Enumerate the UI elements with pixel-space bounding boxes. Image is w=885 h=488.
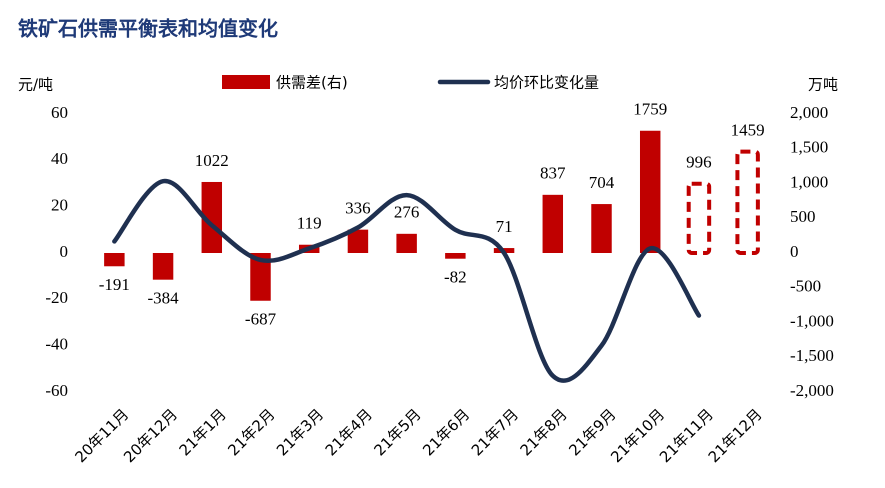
x-tick-label: 21年4月 [322,405,376,459]
bar [250,253,271,301]
data-label: 276 [394,203,420,222]
y-tick-label: 60 [51,103,68,122]
data-label: 837 [540,164,566,183]
legend-swatch [222,75,270,89]
y-tick-label: 40 [51,149,68,168]
data-label: -384 [147,289,179,308]
y-tick-label: -40 [45,335,68,354]
data-label: -82 [444,268,467,287]
x-tick-label: 21年6月 [419,405,473,459]
bar [542,194,564,253]
y-axis-label: 元/吨 [18,76,53,94]
x-tick-label: 21年5月 [370,405,424,459]
chart-title: 铁矿石供需平衡表和均值变化 [18,17,278,41]
y2-tick-label: -1,500 [790,346,834,365]
y-tick-label: 20 [51,196,68,215]
x-tick-label: 21年12月 [705,405,766,466]
x-tick-label: 21年7月 [468,405,522,459]
data-label: -687 [245,310,277,329]
bar [104,253,125,267]
bar [639,130,661,253]
y2-tick-label: -1,000 [790,311,834,330]
data-label: 1459 [731,121,765,140]
bar [735,149,760,255]
data-label: 336 [345,199,371,218]
bar [201,181,223,253]
data-label: 1022 [195,151,229,170]
data-label: 996 [686,153,712,172]
y2-tick-label: 1,500 [790,138,828,157]
legend-label: 均价环比变化量 [494,74,599,92]
legend-label: 供需差(右) [276,74,348,92]
x-tick-label: 21年3月 [273,405,327,459]
bar [686,181,712,255]
y-tick-label: -60 [45,381,68,400]
y2-tick-label: 0 [790,242,799,261]
data-label: -191 [99,275,130,294]
y2-tick-label: 2,000 [790,103,828,122]
x-tick-label: 21年1月 [176,405,230,459]
bar [445,253,466,259]
x-tick-label: 21年8月 [517,405,571,459]
y2-tick-label: 500 [790,207,816,226]
data-label: 1759 [633,100,667,119]
bar [347,229,369,253]
line [112,178,702,383]
y2-tick-label: 1,000 [790,172,828,191]
y-tick-label: 0 [60,242,69,261]
y2-axis-label: 万吨 [808,76,838,94]
y-tick-label: -20 [45,288,68,307]
bar [591,204,612,253]
x-tick-label: 20年12月 [120,405,181,466]
data-label: 704 [589,173,615,192]
y2-tick-label: -2,000 [790,381,834,400]
bar [396,233,417,253]
bar [152,253,174,280]
x-tick-label: 21年2月 [224,405,278,459]
data-label: 71 [496,217,513,236]
y2-tick-label: -500 [790,277,821,296]
data-label: 119 [297,214,322,233]
